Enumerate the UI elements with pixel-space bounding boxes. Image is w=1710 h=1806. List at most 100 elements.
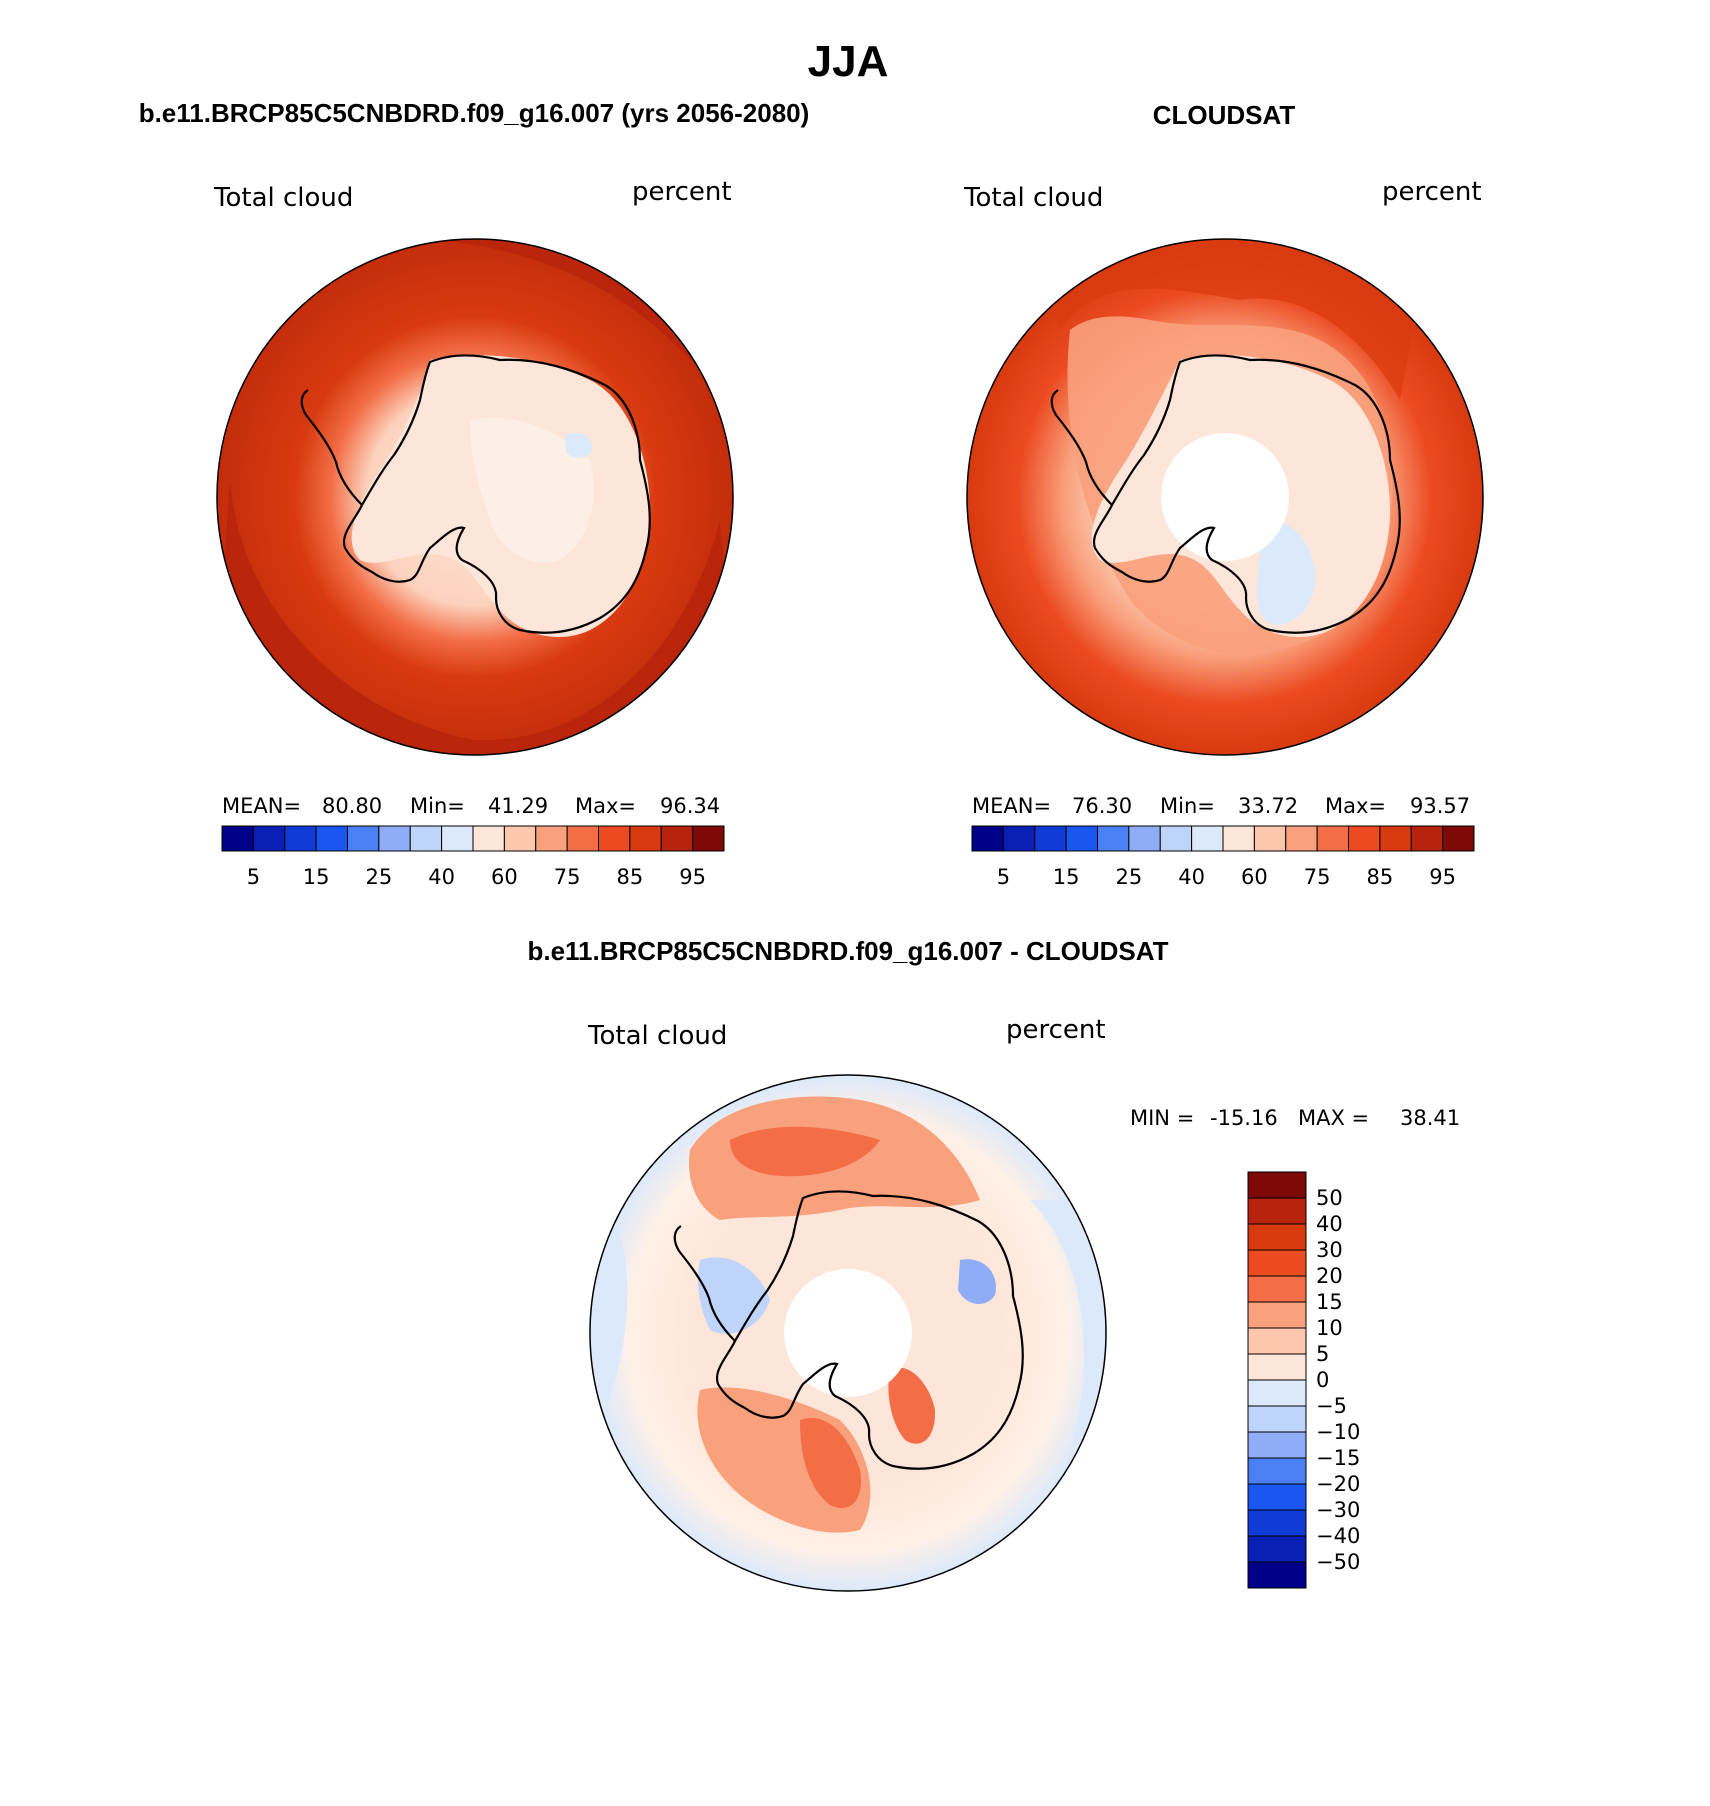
colorbar-tick-label: 30 xyxy=(1316,1238,1343,1262)
max-label: Max= xyxy=(575,794,636,818)
panel-diff-map xyxy=(590,1075,1106,1591)
colorbar-box xyxy=(1065,825,1098,852)
map-border xyxy=(216,238,734,756)
panel-model-stats: MEAN= 80.80 Min= 41.29 Max= 96.34 xyxy=(222,794,720,818)
colorbar-box xyxy=(472,825,505,852)
colorbar-box xyxy=(692,825,725,852)
figure-title: JJA xyxy=(808,37,889,86)
colorbar-tick-label: 10 xyxy=(1316,1316,1343,1340)
continent-field-light xyxy=(470,417,594,563)
panel-diff-units: percent xyxy=(1006,1015,1106,1045)
panel-diff-left-label: Total cloud xyxy=(587,1021,727,1051)
colorbar-box xyxy=(971,825,1004,852)
antarctic-peninsula xyxy=(300,389,363,506)
colorbar-box xyxy=(1247,1197,1307,1225)
min-value: 41.29 xyxy=(488,794,548,818)
colorbar-box xyxy=(660,825,694,852)
max-label: Max= xyxy=(1325,794,1386,818)
colorbar-box xyxy=(1247,1431,1307,1459)
mean-label: MEAN= xyxy=(972,794,1051,818)
pole-hole xyxy=(1161,433,1289,561)
colorbar-box xyxy=(1002,825,1036,852)
colorbar-box xyxy=(1247,1171,1307,1199)
mean-value: 80.80 xyxy=(322,794,382,818)
colorbar-obs: 5 15 25 40 60 75 85 95 xyxy=(971,825,1475,889)
colorbar-tick-label: 75 xyxy=(1304,865,1331,889)
colorbar-tick-label: −20 xyxy=(1316,1472,1360,1496)
colorbar-box xyxy=(1247,1379,1307,1407)
min-value: -15.16 xyxy=(1210,1106,1278,1130)
colorbar-tick-label: 40 xyxy=(1178,865,1205,889)
colorbar-box xyxy=(1034,825,1067,852)
colorbar-box xyxy=(1191,825,1224,852)
colorbar-tick-label: −40 xyxy=(1316,1524,1360,1548)
colorbar-box xyxy=(1247,1275,1307,1303)
colorbar-tick-label: 20 xyxy=(1316,1264,1343,1288)
colorbar-tick-label: 25 xyxy=(1116,865,1143,889)
colorbar-box xyxy=(598,825,631,852)
colorbar-box xyxy=(1247,1249,1307,1277)
panel-obs-title: CLOUDSAT xyxy=(1153,100,1296,130)
colorbar-tick-label: 15 xyxy=(1316,1290,1343,1314)
pale-blue-patch xyxy=(565,432,593,458)
colorbar-box xyxy=(1247,1405,1307,1433)
colorbar-box xyxy=(378,825,411,852)
colorbar-tick-label: 5 xyxy=(997,865,1010,889)
colorbar-box xyxy=(409,825,443,852)
blue-continent xyxy=(958,1259,996,1305)
colorbar-box xyxy=(1253,825,1287,852)
colorbar-tick-label: 25 xyxy=(366,865,393,889)
colorbar-model: 5 15 25 40 60 75 85 95 xyxy=(221,825,725,889)
max-value: 38.41 xyxy=(1400,1106,1460,1130)
mean-label: MEAN= xyxy=(222,794,301,818)
max-label: MAX = xyxy=(1298,1106,1369,1130)
colorbar-tick-label: 60 xyxy=(1241,865,1268,889)
colorbar-box xyxy=(1442,825,1475,852)
orange-south xyxy=(800,1418,861,1509)
colorbar-box xyxy=(1097,825,1130,852)
panel-model-left-label: Total cloud xyxy=(213,183,353,213)
colorbar-tick-label: 15 xyxy=(1053,865,1080,889)
colorbar-box xyxy=(1222,825,1255,852)
colorbar-tick-label: 40 xyxy=(428,865,455,889)
colorbar-tick-label: 15 xyxy=(303,865,330,889)
antarctica-coastline xyxy=(1092,354,1401,634)
colorbar-box xyxy=(221,825,254,852)
colorbar-box xyxy=(566,825,599,852)
panel-model: b.e11.BRCP85C5CNBDRD.f09_g16.007 (yrs 20… xyxy=(139,98,810,889)
panel-obs-units: percent xyxy=(1382,177,1482,207)
colorbar-box xyxy=(1247,1483,1307,1511)
colorbar-box xyxy=(1285,825,1318,852)
panel-model-map xyxy=(217,239,733,755)
colorbar-tick-label: 85 xyxy=(1367,865,1394,889)
colorbar-box xyxy=(1128,825,1161,852)
colorbar-box xyxy=(315,825,348,852)
panel-diff: b.e11.BRCP85C5CNBDRD.f09_g16.007 - CLOUD… xyxy=(527,936,1460,1592)
panel-obs: CLOUDSAT Total cloud percent MEAN= 76.30… xyxy=(963,100,1484,889)
panel-model-units: percent xyxy=(632,177,732,207)
colorbar-box xyxy=(1379,825,1412,852)
dark-red-band xyxy=(217,480,733,755)
colorbar-box xyxy=(503,825,537,852)
colorbar-tick-label: −30 xyxy=(1316,1498,1360,1522)
colorbar-box xyxy=(1247,1509,1307,1537)
colorbar-box xyxy=(629,825,662,852)
orange-north xyxy=(730,1126,880,1177)
max-value: 96.34 xyxy=(660,794,720,818)
panel-model-title: b.e11.BRCP85C5CNBDRD.f09_g16.007 (yrs 20… xyxy=(139,98,810,128)
max-value: 93.57 xyxy=(1410,794,1470,818)
colorbar-tick-label: 50 xyxy=(1316,1186,1343,1210)
min-label: MIN = xyxy=(1130,1106,1194,1130)
antarctic-peninsula xyxy=(673,1225,736,1342)
min-label: Min= xyxy=(1160,794,1215,818)
colorbar-box xyxy=(347,825,380,852)
colorbar-tick-label: 60 xyxy=(491,865,518,889)
colorbar-tick-label: 40 xyxy=(1316,1212,1343,1236)
colorbar-tick-label: 5 xyxy=(247,865,260,889)
colorbar-box xyxy=(284,825,317,852)
pole-hole xyxy=(784,1269,912,1397)
colorbar-box xyxy=(1247,1223,1307,1251)
colorbar-box xyxy=(1316,825,1349,852)
